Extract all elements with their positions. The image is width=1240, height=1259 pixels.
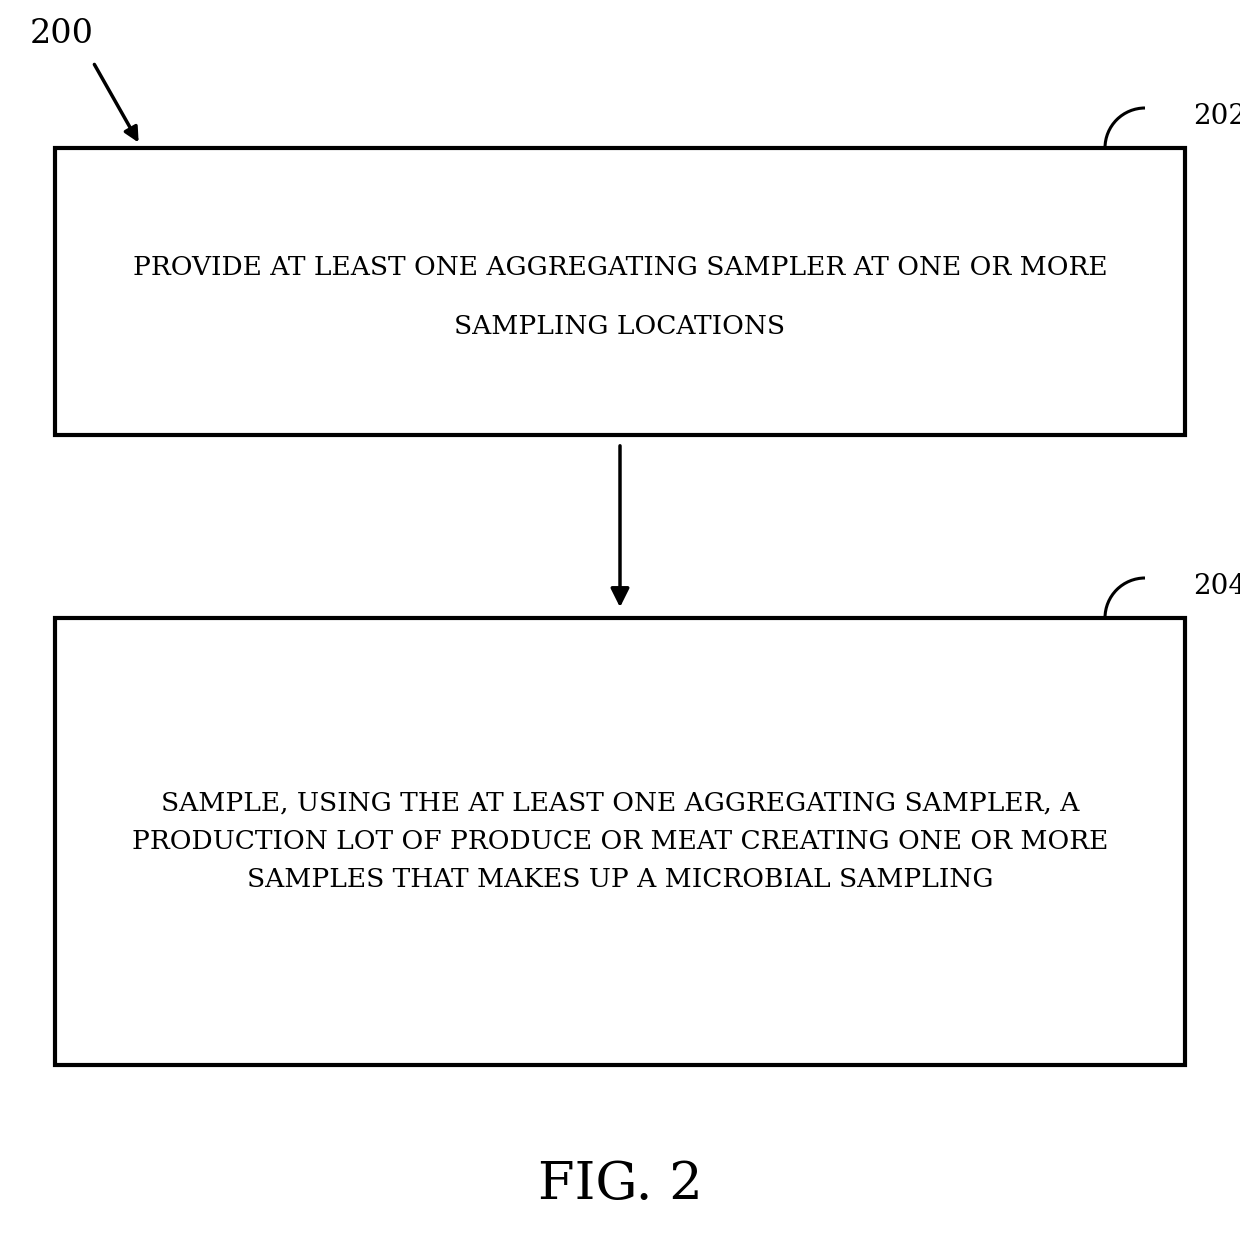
- Text: PROVIDE AT LEAST ONE AGGREGATING SAMPLER AT ONE OR MORE: PROVIDE AT LEAST ONE AGGREGATING SAMPLER…: [133, 254, 1107, 279]
- Text: SAMPLE, USING THE AT LEAST ONE AGGREGATING SAMPLER, A: SAMPLE, USING THE AT LEAST ONE AGGREGATI…: [161, 791, 1079, 816]
- Text: 204: 204: [1193, 573, 1240, 601]
- Polygon shape: [55, 149, 1185, 436]
- Text: SAMPLING LOCATIONS: SAMPLING LOCATIONS: [455, 313, 785, 339]
- Text: SAMPLES THAT MAKES UP A MICROBIAL SAMPLING: SAMPLES THAT MAKES UP A MICROBIAL SAMPLI…: [247, 867, 993, 891]
- Text: PRODUCTION LOT OF PRODUCE OR MEAT CREATING ONE OR MORE: PRODUCTION LOT OF PRODUCE OR MEAT CREATI…: [131, 828, 1109, 854]
- Text: 202: 202: [1193, 103, 1240, 130]
- Polygon shape: [55, 618, 1185, 1065]
- Text: FIG. 2: FIG. 2: [538, 1160, 702, 1210]
- Text: 200: 200: [30, 18, 94, 50]
